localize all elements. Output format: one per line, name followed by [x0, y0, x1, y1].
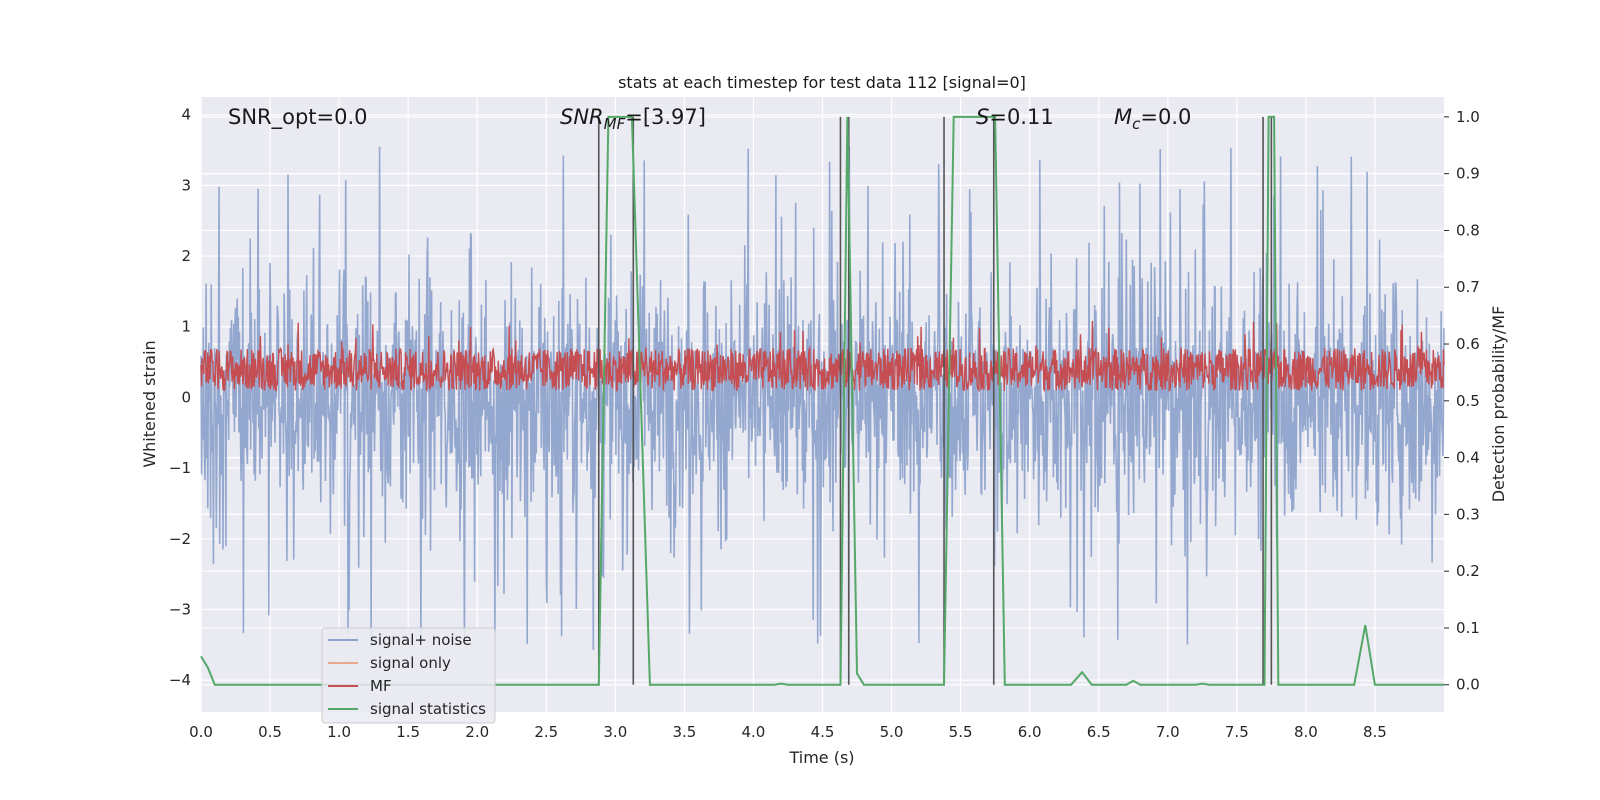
annotation-mc: Mc=0.0 [1114, 105, 1191, 133]
annotation-snr-mf: SNRMF=[3.97] [560, 105, 706, 133]
y-tick-label-right: 0.3 [1456, 505, 1480, 523]
legend-label-mf: MF [370, 677, 392, 695]
x-tick-label: 0.5 [258, 723, 282, 741]
x-tick-label: 6.5 [1087, 723, 1111, 741]
y-ticks-right: 1.0 0.9 0.8 0.7 0.6 0.5 0.4 0.3 0.2 0.1 0.0 [1444, 108, 1480, 694]
y-tick-label-left: 1 [181, 318, 191, 336]
mc-value: =0.0 [1140, 105, 1191, 129]
snr-mf-subscript: MF [604, 115, 626, 133]
y-tick-label-right: 0.4 [1456, 449, 1480, 467]
y-tick-label-right: 1.0 [1456, 108, 1480, 126]
x-tick-label: 0.0 [189, 723, 213, 741]
x-tick-label: 6.0 [1018, 723, 1042, 741]
y-tick-label-left: 2 [181, 247, 191, 265]
snr-mf-symbol: SNR [560, 105, 604, 129]
y-tick-label-right: 0.7 [1456, 278, 1480, 296]
y-tick-label-left: −1 [169, 459, 191, 477]
x-tick-label: 3.0 [603, 723, 627, 741]
x-tick-label: 3.5 [672, 723, 696, 741]
x-tick-label: 7.5 [1225, 723, 1249, 741]
x-tick-label: 8.0 [1294, 723, 1318, 741]
signal-statistics-series [200, 115, 1444, 686]
y-tick-label-right: 0.2 [1456, 562, 1480, 580]
x-tick-label: 1.0 [327, 723, 351, 741]
y-axis-label-right: Detection probability/MF [1489, 306, 1508, 503]
legend-label-stats: signal statistics [370, 700, 486, 718]
y-tick-label-right: 0.6 [1456, 335, 1480, 353]
s-symbol: S [976, 105, 989, 129]
mf-line [200, 320, 1445, 393]
y-ticks-left: 4 3 2 1 0 −1 −2 −3 −4 [169, 106, 191, 690]
x-axis-label: Time (s) [788, 748, 854, 767]
x-tick-label: 2.5 [534, 723, 558, 741]
legend-box [321, 627, 496, 724]
noise-line [200, 146, 1445, 651]
chart-title: stats at each timestep for test data 112… [618, 73, 1026, 92]
mc-subscript: c [1132, 115, 1141, 133]
x-tick-label: 1.5 [396, 723, 420, 741]
x-tick-label: 4.5 [811, 723, 835, 741]
signal-noise-series [200, 146, 1445, 651]
y-tick-label-right: 0.9 [1456, 165, 1480, 183]
vertical-markers [597, 116, 1273, 685]
mf-series [200, 320, 1445, 393]
y-tick-label-left: −3 [169, 601, 191, 619]
mc-symbol: M [1114, 105, 1132, 129]
x-tick-label: 7.0 [1156, 723, 1180, 741]
y-tick-label-left: −2 [169, 530, 191, 548]
y-tick-label-left: 3 [181, 176, 191, 194]
y-tick-label-right: 0.0 [1456, 676, 1480, 694]
annotation-snr-opt: SNR_opt=0.0 [228, 105, 368, 130]
legend-label-noise: signal+ noise [370, 631, 472, 649]
snr-mf-value: =[3.97] [625, 105, 706, 129]
signal-statistics-line [200, 115, 1444, 686]
y-axis-label-left: Whitened strain [140, 340, 159, 467]
legend: signal+ noise signal only MF signal stat… [321, 627, 496, 724]
x-tick-label: 8.5 [1363, 723, 1387, 741]
x-tick-label: 4.0 [742, 723, 766, 741]
x-tick-label: 5.0 [880, 723, 904, 741]
y-tick-label-left: −4 [169, 671, 191, 689]
annotation-s: S=0.11 [976, 105, 1054, 129]
y-tick-label-right: 0.8 [1456, 221, 1480, 239]
legend-label-signal-only: signal only [370, 654, 451, 672]
s-value: =0.11 [989, 105, 1053, 129]
x-ticks: 0.0 0.5 1.0 1.5 2.0 2.5 3.0 3.5 4.0 4.5 5.0 5.5 6.0 6… [189, 723, 1387, 741]
y-tick-label-right: 0.1 [1456, 619, 1480, 637]
y-tick-label-left: 0 [181, 388, 191, 406]
x-tick-label: 5.5 [949, 723, 973, 741]
x-tick-label: 2.0 [465, 723, 489, 741]
y-tick-label-right: 0.5 [1456, 392, 1480, 410]
y-tick-label-left: 4 [181, 106, 191, 124]
